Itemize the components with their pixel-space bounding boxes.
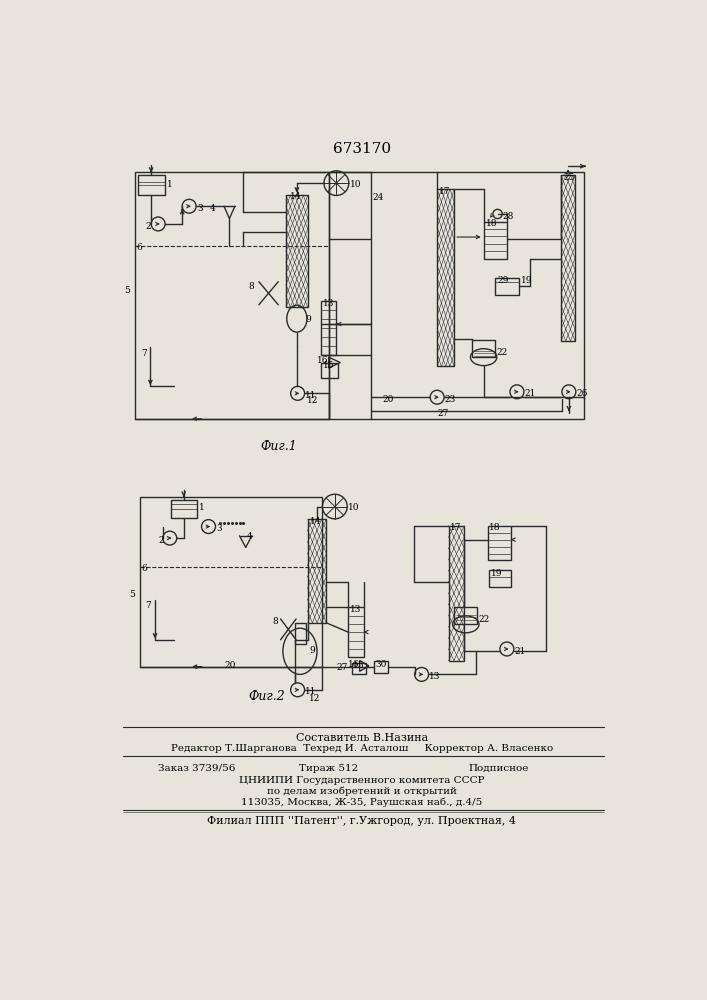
Text: 17: 17	[440, 187, 451, 196]
Text: ЦНИИПИ Государственного комитета СССР: ЦНИИПИ Государственного комитета СССР	[239, 776, 485, 785]
Text: 14: 14	[290, 192, 301, 201]
Text: 5: 5	[124, 286, 130, 295]
Bar	[449, 526, 464, 661]
Text: 26: 26	[577, 389, 588, 398]
Text: 27: 27	[437, 409, 448, 418]
Text: 3: 3	[197, 204, 202, 213]
Bar	[484, 222, 507, 259]
Text: Заказ 3739/56: Заказ 3739/56	[158, 764, 235, 773]
Text: 30: 30	[375, 660, 387, 669]
Text: 28: 28	[502, 212, 513, 221]
Bar	[472, 340, 495, 357]
Text: 21: 21	[515, 647, 526, 656]
Text: 9: 9	[305, 315, 311, 324]
Text: 1: 1	[199, 503, 205, 512]
Text: 11: 11	[305, 391, 317, 400]
Bar	[329, 172, 585, 419]
Bar	[135, 172, 329, 419]
Text: 7: 7	[146, 601, 151, 610]
Bar	[352, 663, 366, 674]
Text: 4: 4	[247, 532, 252, 541]
Bar	[140, 497, 322, 667]
Bar	[488, 526, 510, 560]
Bar	[321, 363, 338, 378]
Bar	[321, 301, 337, 355]
Bar	[561, 175, 575, 341]
Text: 15: 15	[354, 661, 365, 670]
Text: 22: 22	[478, 615, 489, 624]
Text: 12: 12	[308, 694, 320, 703]
Text: 4: 4	[210, 204, 216, 213]
Bar	[295, 623, 306, 644]
Bar	[454, 607, 477, 624]
Text: 29: 29	[498, 276, 509, 285]
Text: 15: 15	[323, 361, 335, 370]
Text: 18: 18	[489, 523, 501, 532]
Bar	[348, 607, 363, 657]
Text: 10: 10	[349, 180, 361, 189]
Text: 5: 5	[129, 590, 135, 599]
Text: 13: 13	[349, 605, 361, 614]
Text: 18: 18	[486, 219, 498, 228]
Text: 11: 11	[305, 687, 317, 696]
Text: 1: 1	[168, 180, 173, 189]
Text: 9: 9	[309, 646, 315, 655]
Text: 3: 3	[216, 524, 222, 533]
Text: 20: 20	[383, 395, 395, 404]
Text: 113035, Москва, Ж-35, Раушская наб., д.4/5: 113035, Москва, Ж-35, Раушская наб., д.4…	[241, 798, 483, 807]
Text: 16: 16	[348, 660, 359, 669]
Text: 673170: 673170	[333, 142, 391, 156]
Text: 25: 25	[563, 173, 575, 182]
Text: 2: 2	[146, 222, 151, 231]
Text: Фиг.1: Фиг.1	[260, 440, 297, 453]
Text: 6: 6	[142, 564, 148, 573]
Text: 14: 14	[310, 517, 322, 526]
Text: 22: 22	[497, 348, 508, 357]
Text: Фиг.2: Фиг.2	[248, 690, 285, 703]
Text: 8: 8	[249, 282, 255, 291]
Text: Подписное: Подписное	[468, 764, 529, 773]
Text: 19: 19	[521, 276, 532, 285]
Text: 17: 17	[450, 523, 462, 532]
Text: 13: 13	[429, 672, 440, 681]
Bar	[286, 195, 308, 307]
Text: Редактор Т.Шарганова  Техред И. Асталош     Корректор А. Власенко: Редактор Т.Шарганова Техред И. Асталош К…	[171, 744, 553, 753]
Text: 23: 23	[445, 395, 456, 404]
Text: 19: 19	[491, 569, 502, 578]
Text: Филиал ППП ''Патент'', г.Ужгород, ул. Проектная, 4: Филиал ППП ''Патент'', г.Ужгород, ул. Пр…	[207, 816, 516, 826]
Bar	[373, 661, 387, 673]
Bar	[495, 278, 518, 295]
Text: 12: 12	[307, 396, 318, 405]
Bar	[489, 570, 510, 587]
Text: Составитель В.Назина: Составитель В.Назина	[296, 733, 428, 743]
Text: 24: 24	[373, 193, 384, 202]
Text: 7: 7	[141, 349, 147, 358]
Text: 13: 13	[323, 299, 334, 308]
Text: 21: 21	[525, 389, 536, 398]
Text: 8: 8	[272, 617, 278, 626]
Bar	[437, 189, 454, 366]
Text: 20: 20	[224, 661, 235, 670]
Text: 2: 2	[158, 536, 164, 545]
Bar	[171, 500, 197, 518]
Text: 6: 6	[136, 243, 142, 252]
Bar	[138, 175, 165, 195]
Text: 10: 10	[348, 503, 359, 512]
Text: Тираж 512: Тираж 512	[299, 764, 358, 773]
Text: 27: 27	[337, 663, 348, 672]
Text: по делам изобретений и открытий: по делам изобретений и открытий	[267, 787, 457, 796]
Text: 16: 16	[317, 356, 329, 365]
Bar	[308, 519, 327, 623]
